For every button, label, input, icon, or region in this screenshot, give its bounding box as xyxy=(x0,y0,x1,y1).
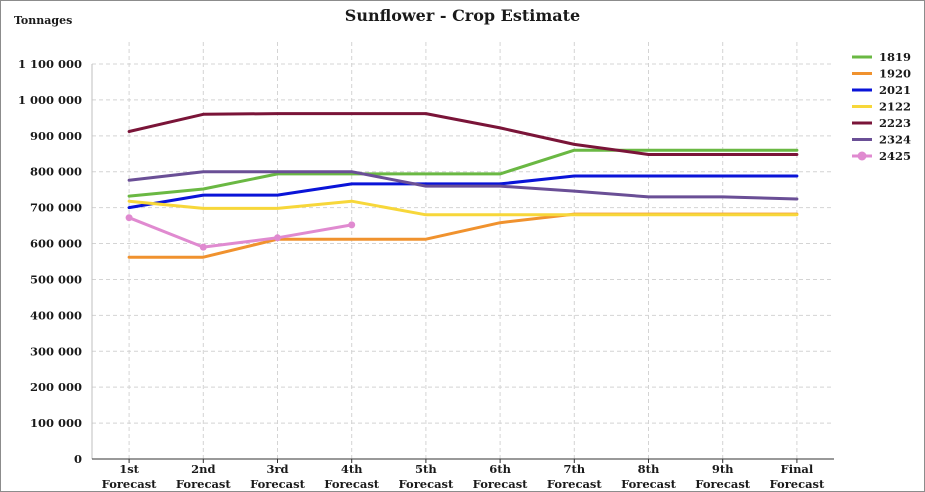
y-tick-label: 100 000 xyxy=(30,416,82,430)
data-point-2425 xyxy=(348,221,356,229)
x-tick-label: Forecast xyxy=(324,477,380,491)
x-tick-label: Forecast xyxy=(695,477,751,491)
data-point-2425 xyxy=(199,243,207,251)
x-tick-label: 4th xyxy=(341,462,363,476)
series-group xyxy=(125,112,799,259)
x-tick-label: 3rd xyxy=(266,462,288,476)
x-tick-label: Forecast xyxy=(473,477,529,491)
y-axis-ticks: 0 100 000 200 000 300 000 400 000 500 000 600 … xyxy=(18,57,82,466)
y-tick-label: 900 000 xyxy=(30,129,82,143)
x-tick-label: 6th xyxy=(489,462,511,476)
legend-label-1819: 1819 xyxy=(879,50,911,64)
y-axis-label: Tonnages xyxy=(14,14,73,27)
x-tick-label: Forecast xyxy=(398,477,454,491)
series-line-1920 xyxy=(127,212,799,259)
x-tick-label: 2nd xyxy=(191,462,215,476)
chart-title: Sunflower - Crop Estimate xyxy=(344,6,581,25)
x-tick-label: Forecast xyxy=(250,477,306,491)
y-tick-label: 800 000 xyxy=(30,165,82,179)
x-tick-label: 5th xyxy=(415,462,437,476)
data-point-2425 xyxy=(274,234,281,242)
legend-label-2021: 2021 xyxy=(879,83,911,97)
series-line-1819 xyxy=(127,148,799,198)
y-tick-label: 1 100 000 xyxy=(18,57,82,71)
legend-label-2324: 2324 xyxy=(879,133,911,147)
x-tick-label: Forecast xyxy=(102,477,158,491)
legend-label-2425: 2425 xyxy=(879,149,911,163)
x-tick-label: Forecast xyxy=(547,477,603,491)
y-tick-label: 200 000 xyxy=(30,380,82,394)
y-tick-label: 300 000 xyxy=(30,344,82,358)
x-axis-ticks: 1stForecast2ndForecast3rdForecast4thFore… xyxy=(102,459,825,491)
series-line-2223 xyxy=(127,112,799,156)
y-tick-label: 700 000 xyxy=(30,201,82,215)
y-tick-label: 1 000 000 xyxy=(18,93,82,107)
x-tick-label: 9th xyxy=(712,462,734,476)
x-tick-label: Forecast xyxy=(621,477,677,491)
y-tick-label: 600 000 xyxy=(30,237,82,251)
series-line-2021 xyxy=(127,174,799,210)
legend-label-1920: 1920 xyxy=(879,67,911,81)
series-line-2324 xyxy=(127,170,799,201)
legend-marker-2425 xyxy=(857,151,867,161)
legend-label-2122: 2122 xyxy=(879,100,911,114)
y-tick-label: 500 000 xyxy=(30,272,82,286)
x-tick-label: Forecast xyxy=(176,477,232,491)
series-line-2122 xyxy=(127,199,799,217)
x-tick-label: Forecast xyxy=(769,477,825,491)
y-tick-label: 0 xyxy=(74,452,82,466)
y-tick-label: 400 000 xyxy=(30,308,82,322)
gridlines xyxy=(92,42,834,459)
x-tick-label: 1st xyxy=(119,462,139,476)
data-point-2425 xyxy=(125,214,133,222)
legend: 1819 1920 2021 2122 2223 2324 2425 xyxy=(852,50,911,163)
x-tick-label: Final xyxy=(781,462,814,476)
series-line-2425 xyxy=(127,216,354,249)
x-tick-label: 8th xyxy=(638,462,660,476)
x-tick-label: 7th xyxy=(563,462,585,476)
legend-label-2223: 2223 xyxy=(879,116,911,130)
